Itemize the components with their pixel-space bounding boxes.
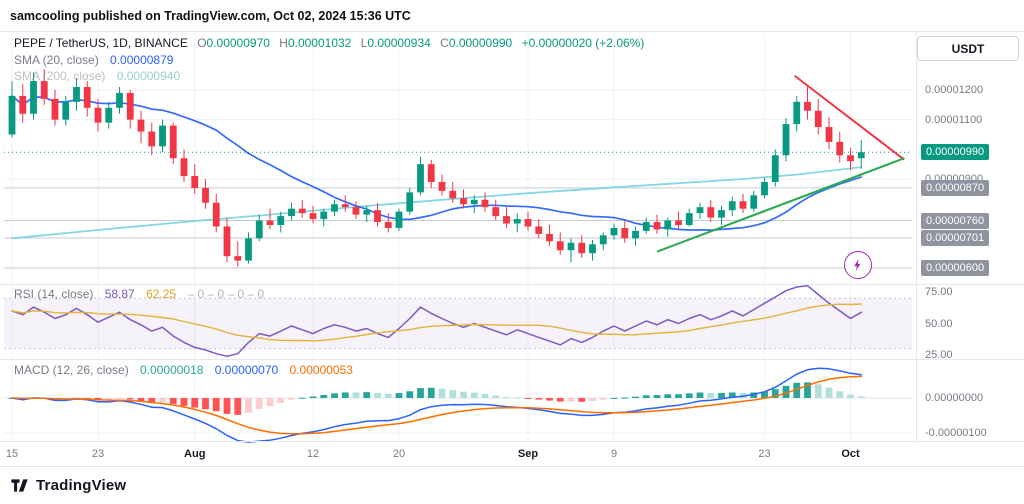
support-level-lines	[4, 187, 912, 269]
rsi-title[interactable]: RSI (14, close)	[14, 287, 94, 301]
rsi-value: 58.87	[104, 287, 135, 301]
pane-separator	[0, 359, 1024, 360]
high-value: 0.00001032	[287, 36, 352, 50]
rsi-ma-line	[11, 303, 862, 342]
macd-title[interactable]: MACD (12, 26, close)	[14, 363, 129, 377]
symbol-legend[interactable]: PEPE / TetherUS, 1D, BINANCE O0.00000970…	[14, 36, 644, 50]
close-label: C	[440, 36, 449, 50]
macd-line-value: 0.00000070	[214, 363, 279, 377]
price-gridlines	[4, 89, 912, 434]
low-label: L	[360, 36, 368, 50]
change-value: +0.00000020 (+2.06%)	[521, 36, 645, 50]
flash-icon[interactable]	[844, 251, 872, 279]
time-scale-separator	[0, 441, 1024, 442]
pane-separator	[0, 284, 1024, 285]
brand-name: TradingView	[36, 476, 127, 494]
rsi-band	[4, 297, 912, 350]
sma20-title[interactable]: SMA (20, close)	[14, 53, 99, 67]
rsi-legend[interactable]: RSI (14, close) 58.87 62.25 – 0 – 0 – 0 …	[14, 287, 264, 301]
high-label: H	[279, 36, 288, 50]
rsi-extra-values: – 0 – 0 – 0 – 0	[187, 287, 265, 301]
sma20-line	[11, 95, 863, 231]
publish-header: samcooling published on TradingView.com,…	[0, 0, 1024, 31]
candles-layer	[8, 69, 865, 267]
open-value: 0.00000970	[206, 36, 270, 50]
macd-histogram	[8, 382, 865, 415]
sma20-value: 0.00000879	[110, 53, 174, 67]
footer-brand[interactable]: TradingView	[10, 473, 126, 497]
symbol-title[interactable]: PEPE / TetherUS, 1D, BINANCE	[14, 36, 188, 50]
footer-separator	[0, 466, 1024, 467]
macd-signal-value: 0.00000053	[289, 363, 353, 377]
price-scale-separator	[916, 32, 917, 441]
macd-legend[interactable]: MACD (12, 26, close) 0.00000018 0.000000…	[14, 363, 353, 377]
close-value: 0.00000990	[448, 36, 513, 50]
macd-signal-line	[11, 375, 863, 435]
trendline-resistance	[793, 74, 905, 161]
macd-hist-value: 0.00000018	[140, 363, 204, 377]
sma200-legend[interactable]: SMA (200, close) 0.00000940	[14, 69, 180, 83]
macd-line	[11, 367, 863, 443]
currency-toggle-button[interactable]: USDT	[917, 36, 1019, 61]
vertical-gridlines	[11, 33, 851, 440]
chart-canvas[interactable]	[0, 0, 1024, 470]
trendline-support	[656, 157, 905, 253]
sma200-title[interactable]: SMA (200, close)	[14, 69, 106, 83]
tradingview-logo-icon	[11, 478, 28, 492]
open-label: O	[197, 36, 207, 50]
rsi-ma-value: 62.25	[146, 287, 177, 301]
sma200-value: 0.00000940	[116, 69, 181, 83]
low-value: 0.00000934	[367, 36, 431, 50]
lightning-bolt-icon	[854, 259, 861, 271]
rsi-line	[11, 284, 863, 358]
sma20-legend[interactable]: SMA (20, close) 0.00000879	[14, 53, 173, 67]
header-separator	[0, 31, 1024, 32]
